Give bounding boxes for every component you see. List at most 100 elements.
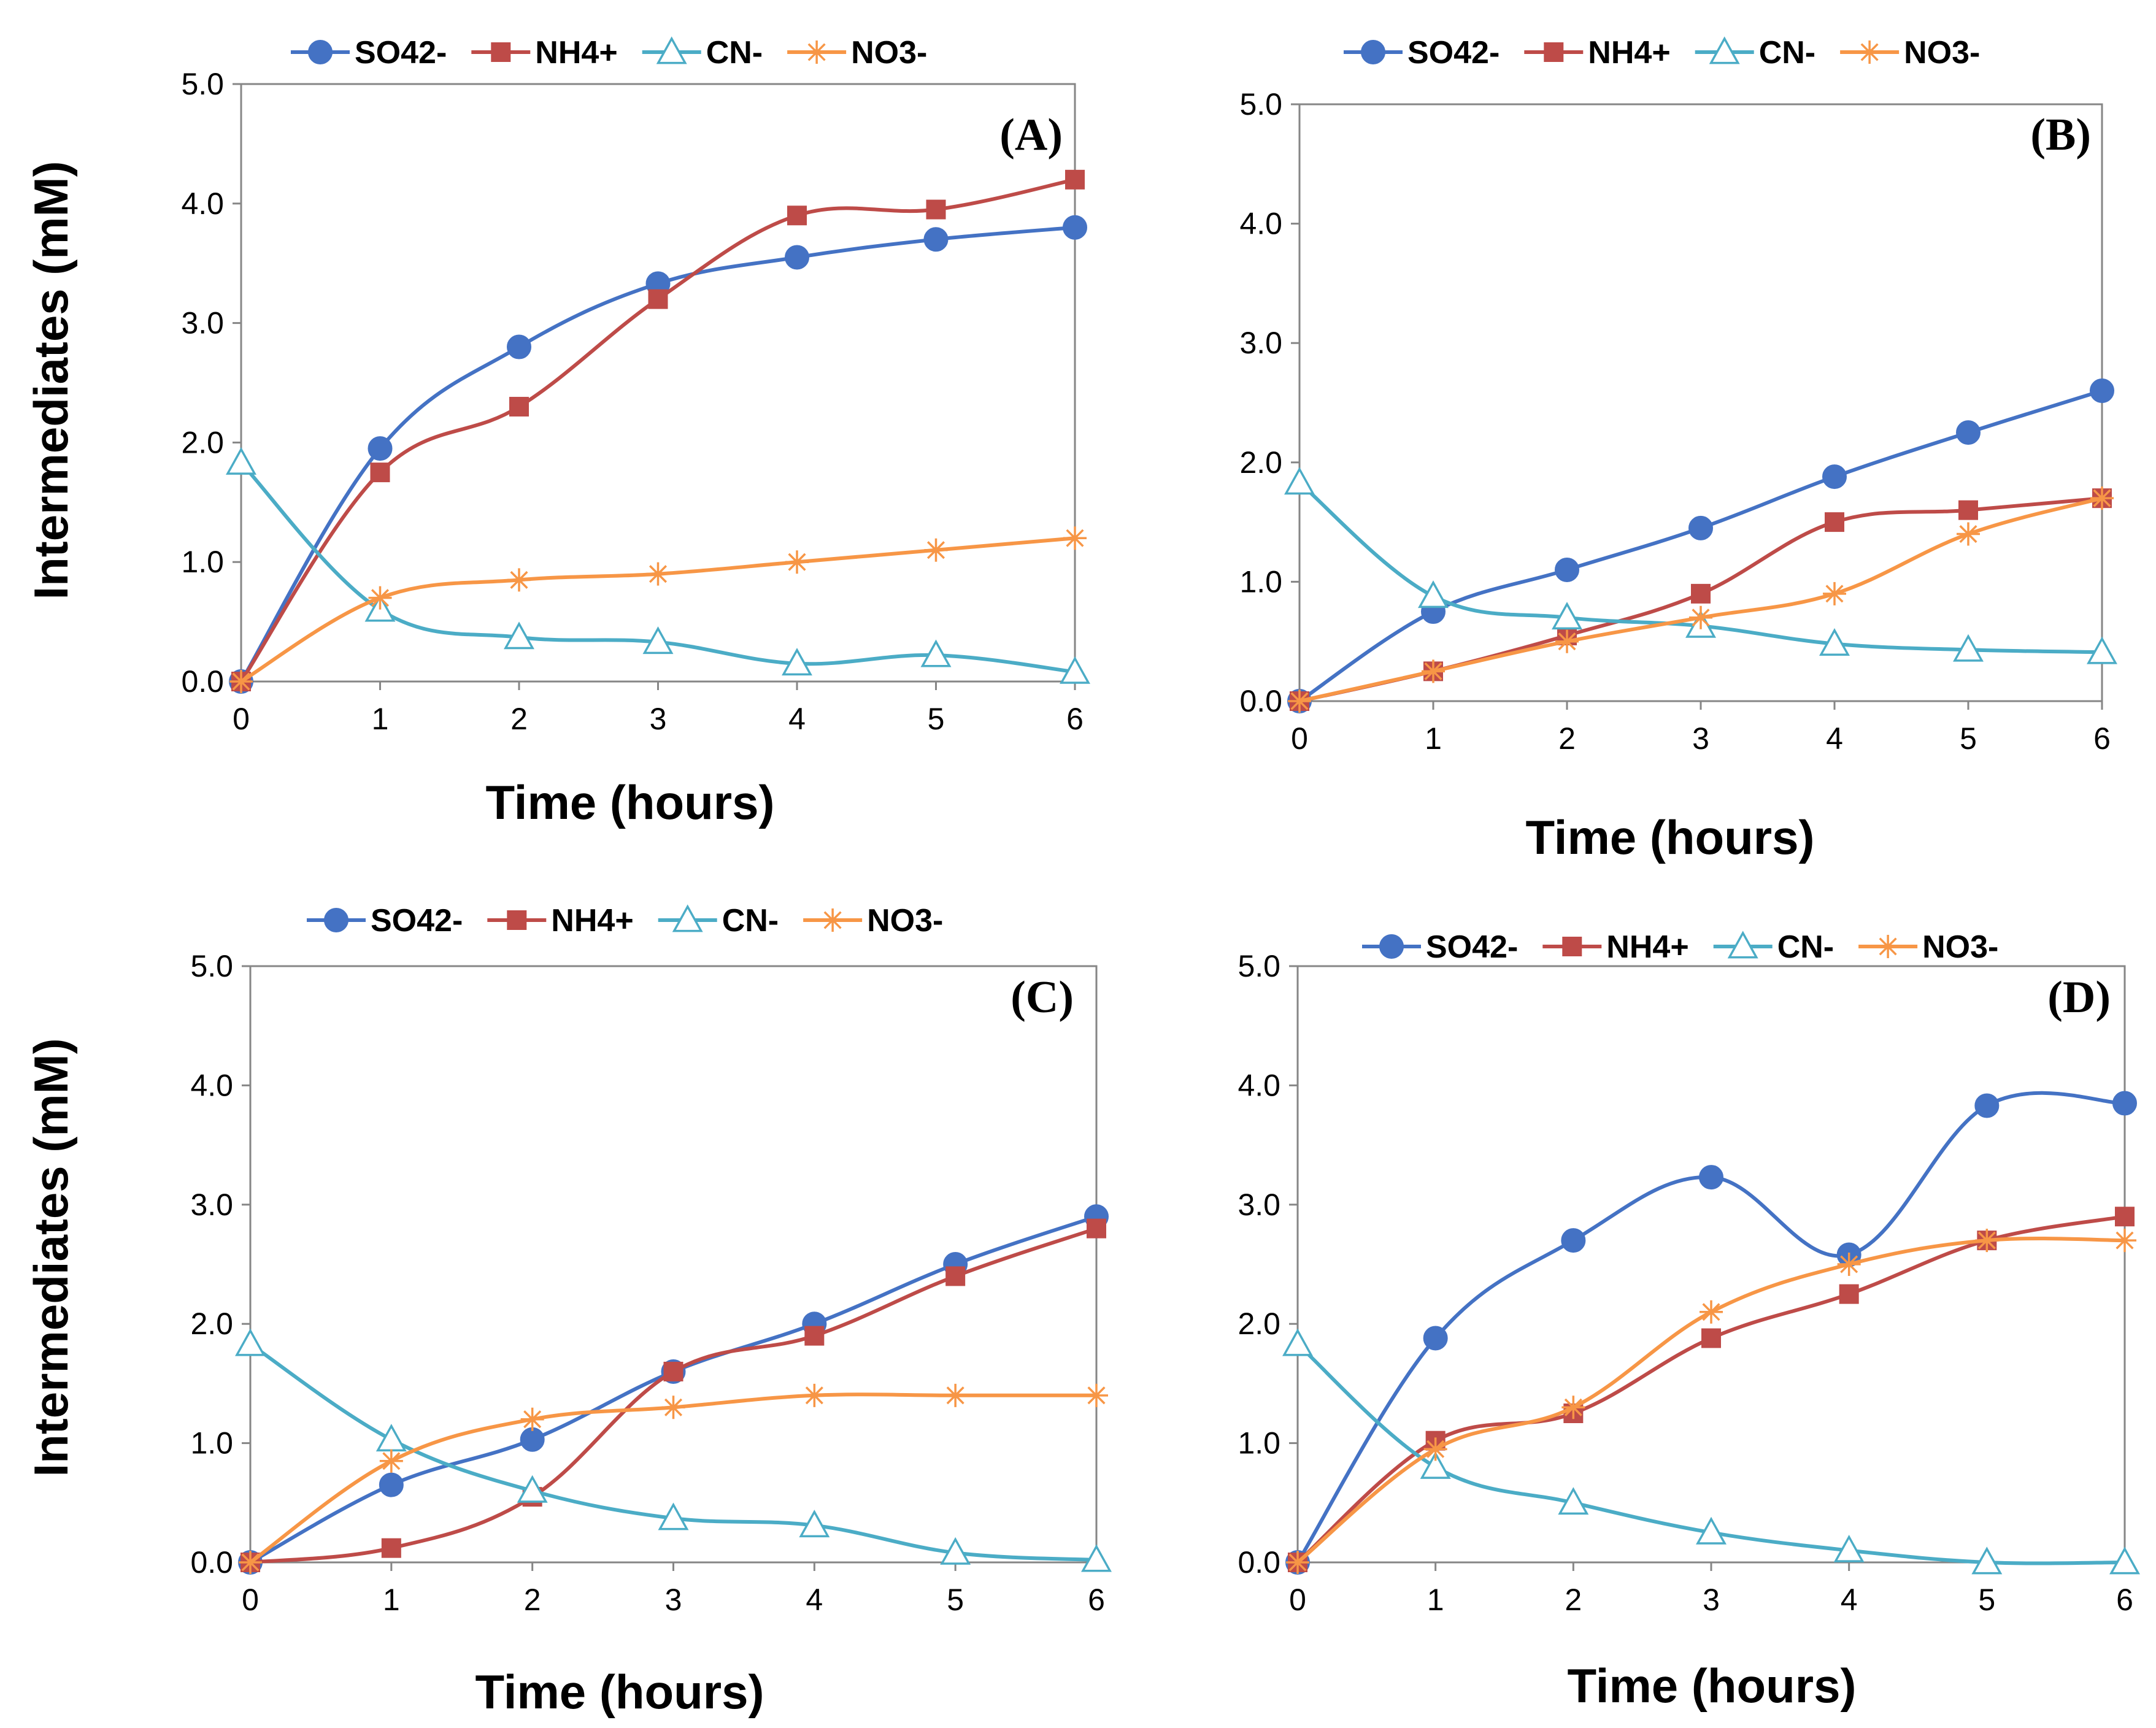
legend-label-nh4: NH4+ [1588, 35, 1670, 71]
x-axis-label-a: Time (hours) [486, 775, 775, 829]
data-point-cn [504, 621, 534, 650]
legend-label-no3: NO3- [1922, 929, 1998, 965]
data-point-no3 [1085, 1383, 1108, 1407]
x-tick-label: 0 [233, 702, 250, 736]
legend-label-no3: NO3- [1904, 35, 1980, 71]
data-point-no3 [520, 1407, 544, 1431]
y-axis-ticks-c: 0.0 1.0 2.0 3.0 4.0 5.0 [190, 949, 250, 1580]
y-axis-ticks-d: 0.0 1.0 2.0 3.0 4.0 5.0 [1238, 949, 1298, 1580]
data-point-no3 [1957, 522, 1980, 546]
data-point-nh4 [787, 205, 807, 226]
y-tick-label: 0.0 [181, 664, 224, 699]
legend-label-cn: CN- [722, 903, 779, 939]
data-point-no3 [1975, 1229, 1999, 1253]
legend-marker-so42 [324, 908, 348, 932]
panel-label-b: (B) [2030, 110, 2091, 160]
data-point-cn [1282, 1328, 1313, 1356]
data-point-no3 [661, 1396, 685, 1419]
legend-item-nh4: NH4+ [1524, 35, 1671, 71]
data-point-no3 [2090, 486, 2114, 510]
data-point-cn [1819, 628, 1850, 656]
y-tick-label: 2.0 [1238, 1307, 1280, 1341]
x-tick-label: 0 [242, 1583, 259, 1617]
data-point-no3 [1288, 689, 1311, 713]
y-tick-label: 1.0 [1239, 564, 1282, 599]
data-point-cn [1971, 1546, 2003, 1575]
data-point-so42 [1561, 1228, 1586, 1253]
y-tick-label: 2.0 [190, 1307, 233, 1341]
data-point-no3 [229, 670, 253, 693]
data-point-so42 [1063, 215, 1087, 240]
data-point-so42 [1423, 1326, 1448, 1351]
series-no3 [1286, 1229, 2136, 1574]
data-point-cn [799, 1510, 830, 1538]
legend-c: SO42- NH4+ CN- NO3- [307, 903, 943, 939]
data-point-so42 [923, 227, 949, 252]
legend-item-no3: NO3- [1840, 35, 1980, 71]
legend-marker-so42 [1361, 40, 1385, 64]
data-point-nh4 [1087, 1218, 1106, 1238]
chart-panel-a: 0.0 1.0 2.0 3.0 4.0 5.0 0 1 2 3 4 5 6 SO42- NH4+ CN- N… [24, 35, 1090, 829]
data-point-nh4 [1825, 512, 1844, 532]
legend-marker-nh4 [491, 42, 511, 62]
legend-item-cn: CN- [658, 903, 779, 939]
legend-label-cn: CN- [1759, 35, 1815, 71]
series-nh4 [241, 1218, 1106, 1572]
legend-item-nh4: NH4+ [1542, 929, 1689, 965]
data-point-so42 [2090, 378, 2114, 404]
data-point-no3 [803, 1383, 826, 1407]
x-tick-label: 5 [947, 1583, 964, 1617]
series-so42 [1285, 1091, 2137, 1575]
y-axis-label-a: Intermediates (mM) [24, 161, 78, 599]
data-point-cn [658, 1502, 689, 1530]
data-point-cn [517, 1475, 548, 1503]
x-tick-label: 2 [510, 702, 528, 736]
x-tick-label: 0 [1289, 1583, 1306, 1617]
x-tick-label: 5 [1978, 1583, 1995, 1617]
data-point-nh4 [381, 1538, 401, 1558]
x-tick-label: 5 [928, 702, 945, 736]
legend-item-no3: NO3- [787, 35, 927, 71]
legend-marker-nh4 [507, 910, 527, 930]
panel-label-a: (A) [999, 110, 1063, 160]
y-tick-label: 2.0 [1239, 445, 1282, 480]
legend-d: SO42- NH4+ CN- NO3- [1362, 929, 1998, 965]
legend-marker-cn [1727, 931, 1758, 959]
legend-marker-no3 [821, 908, 845, 932]
y-axis-label-c: Intermediates (mM) [24, 1038, 78, 1476]
series-no3 [1288, 486, 2114, 713]
legend-label-no3: NO3- [867, 903, 943, 939]
legend-label-nh4: NH4+ [535, 35, 617, 71]
y-tick-label: 5.0 [190, 949, 233, 983]
legend-marker-no3 [805, 40, 829, 64]
x-axis-ticks-b: 0 1 2 3 4 5 6 [1291, 701, 2111, 756]
legend-item-cn: CN- [1713, 929, 1834, 965]
data-point-so42 [507, 334, 531, 359]
legend-label-nh4: NH4+ [1606, 929, 1688, 965]
y-tick-label: 4.0 [1239, 207, 1282, 241]
data-point-cn [782, 648, 812, 676]
x-tick-label: 4 [1841, 1583, 1858, 1617]
legend-label-so42: SO42- [355, 35, 447, 71]
data-point-cn [235, 1328, 266, 1356]
data-point-cn [1552, 602, 1582, 630]
x-tick-label: 2 [1565, 1583, 1582, 1617]
data-point-cn [920, 639, 952, 667]
series-no3 [239, 1383, 1108, 1574]
data-point-no3 [1286, 1551, 1309, 1574]
data-point-no3 [368, 586, 392, 610]
legend-item-so42: SO42- [1344, 35, 1500, 71]
legend-item-so42: SO42- [291, 35, 447, 71]
series-so42 [229, 215, 1087, 694]
series-layer-b [1284, 378, 2117, 713]
data-point-no3 [944, 1383, 968, 1407]
data-point-no3 [2113, 1229, 2136, 1253]
data-point-nh4 [1701, 1328, 1721, 1348]
data-point-no3 [1700, 1300, 1723, 1324]
data-point-cn [1696, 1516, 1727, 1545]
y-tick-label: 5.0 [181, 67, 224, 101]
data-point-cn [1081, 1544, 1112, 1572]
x-tick-label: 3 [665, 1583, 682, 1617]
data-point-cn [1953, 634, 1984, 662]
